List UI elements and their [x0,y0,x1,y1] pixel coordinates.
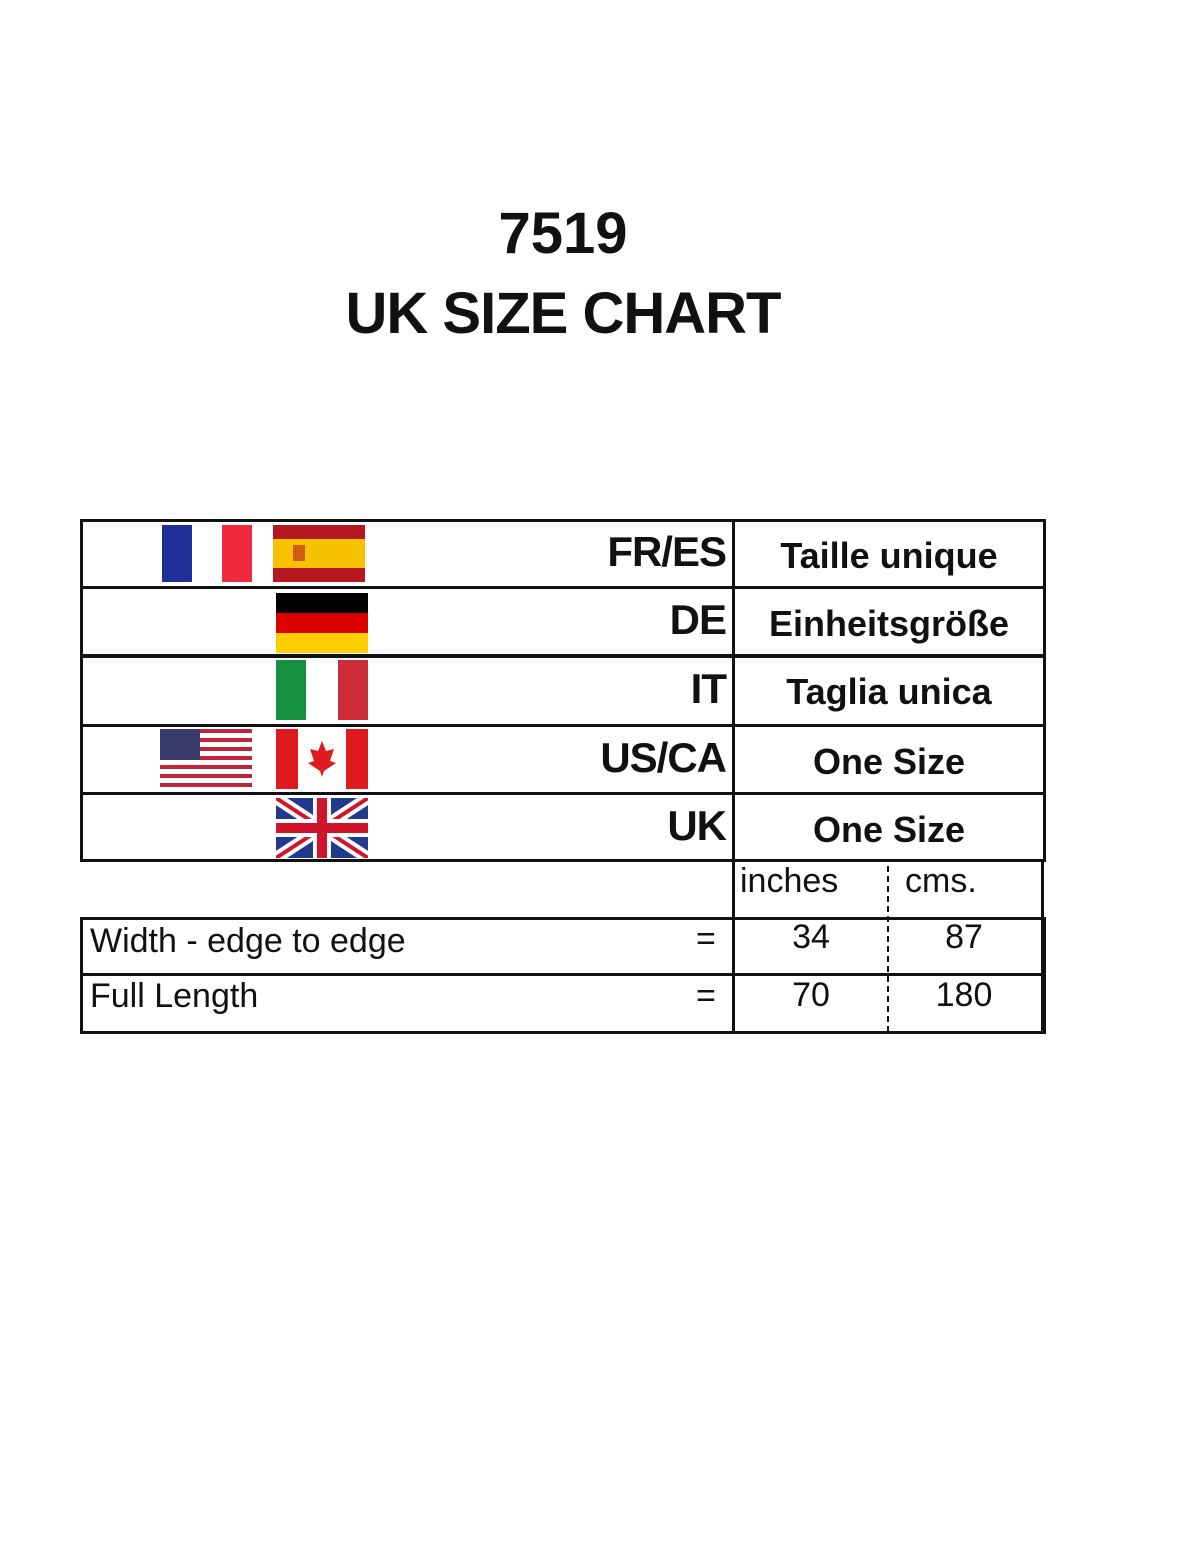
divider [80,792,1046,795]
region-code-de: DE [669,596,727,643]
france-flag-icon [162,525,252,582]
measurement-label-width: Width - edge to edge [90,922,406,960]
spain-flag-icon [273,525,365,582]
size-fr-es: Taille unique [780,535,998,576]
equals-sign: = [696,977,716,1015]
region-code-us-ca: US/CA [600,734,727,781]
canada-flag-icon [276,729,368,789]
size-it: Taglia unica [786,671,992,712]
divider [80,973,1046,976]
region-code-fr-es: FR/ES [607,528,727,575]
germany-flag-icon [276,593,368,653]
length-cms: 180 [935,976,993,1014]
length-inches: 70 [792,976,830,1014]
page-title: UK SIZE CHART [345,281,782,346]
size-region-table [80,519,1046,862]
unit-cms: cms. [905,862,977,900]
usa-flag-icon [160,729,252,787]
uk-flag-icon [276,798,368,858]
divider [1041,859,1044,1033]
size-de: Einheitsgröße [768,603,1010,644]
divider [80,654,1046,658]
size-uk: One Size [812,809,966,850]
width-inches: 34 [792,918,830,956]
region-code-uk: UK [667,802,727,849]
equals-sign: = [696,920,716,958]
divider [80,586,1046,589]
italy-flag-icon [276,660,368,720]
unit-divider [887,866,889,1032]
region-code-it: IT [690,665,727,712]
width-cms: 87 [945,918,983,956]
measurement-label-length: Full Length [90,977,259,1015]
divider [80,724,1046,727]
product-code: 7519 [498,201,628,266]
size-us-ca: One Size [812,741,966,782]
unit-inches: inches [740,862,839,900]
divider [732,519,735,1033]
